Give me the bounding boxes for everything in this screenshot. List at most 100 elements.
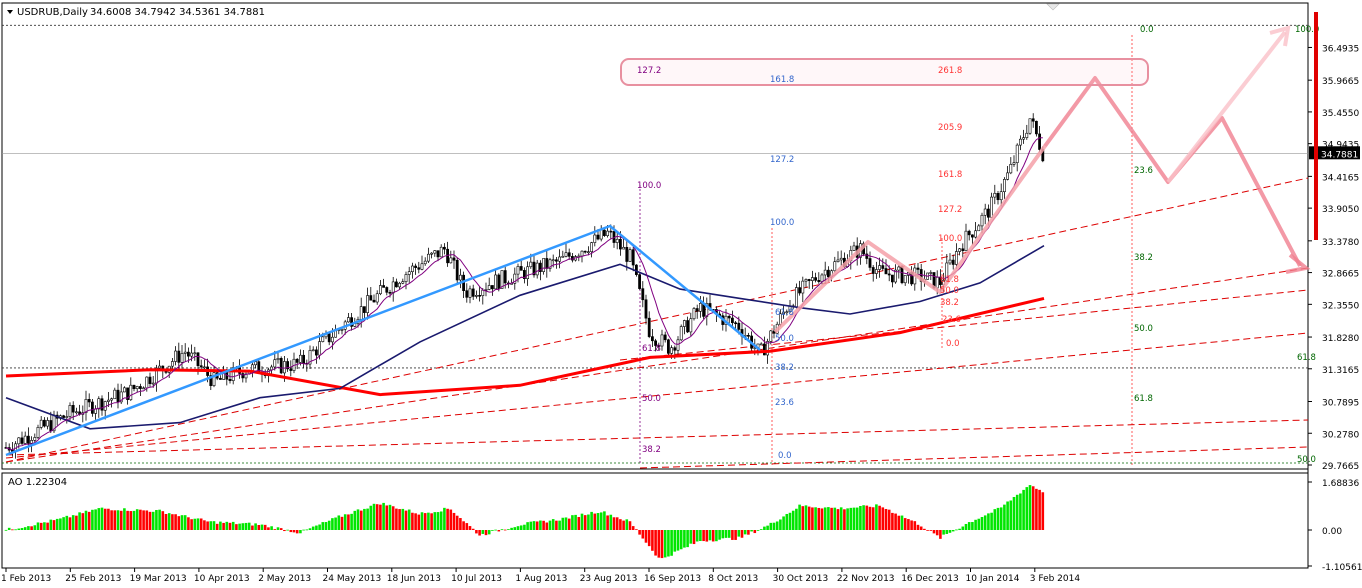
candle-body (279, 358, 283, 374)
ao-bar (311, 526, 315, 530)
ao-bar (993, 509, 997, 530)
candle-body (330, 336, 334, 343)
candle-body (49, 420, 53, 432)
candle-body (362, 306, 366, 313)
ao-bar (212, 521, 216, 530)
pattern-overlays (5, 25, 1311, 457)
candle-body (452, 257, 456, 261)
ao-bar (564, 517, 568, 530)
ao-bar (686, 530, 689, 548)
ao-bar (87, 511, 91, 530)
ao-bar (289, 530, 293, 533)
candle-body (900, 266, 904, 284)
candle-body (1002, 179, 1006, 193)
candle-body (1031, 118, 1035, 122)
projection-up-arrow-icon (1269, 25, 1291, 47)
ao-bar (1003, 504, 1006, 530)
candle-body (132, 384, 136, 390)
projection-up-line (1166, 30, 1287, 184)
candle-body (958, 248, 962, 252)
candle-body (593, 234, 597, 243)
ao-bar (990, 512, 993, 530)
ao-bar (244, 522, 248, 530)
candle-body (497, 274, 501, 289)
candle-body (628, 249, 632, 262)
fib-blue-label: 50.0 (775, 334, 794, 344)
one-click-corner-icon[interactable] (1046, 3, 1060, 11)
fib-purple-label: 100.0 (637, 181, 661, 191)
candle-body (759, 343, 763, 346)
main-pane[interactable] (1, 2, 1309, 470)
ao-bar (526, 522, 529, 530)
candle-body (228, 378, 232, 381)
ao-bar (446, 508, 449, 530)
ao-bar (958, 528, 961, 530)
ao-bar (542, 520, 545, 530)
candle-body (871, 267, 875, 274)
candle-body (193, 352, 197, 355)
ao-bar (468, 526, 472, 530)
price-tick-label: 30.2780 (1322, 430, 1359, 440)
ao-bar (865, 505, 869, 530)
ao-bar (932, 530, 936, 534)
candle-body (746, 335, 750, 337)
ao-bar (318, 524, 321, 530)
target-zone-box[interactable] (620, 58, 1149, 86)
candle-body (990, 196, 994, 218)
candle-body (916, 267, 920, 270)
ao-bar (363, 508, 366, 530)
candle-body (490, 285, 494, 290)
ao-bar (331, 518, 334, 530)
ao-bar (727, 530, 731, 538)
projection-arrow-icon (1285, 253, 1311, 274)
ao-bar (551, 519, 555, 530)
candle-body (865, 253, 869, 259)
candle-body (660, 334, 664, 347)
candle-body (321, 336, 325, 342)
candle-body (474, 295, 478, 297)
ao-bar (366, 508, 369, 530)
fib-green-label: 61.8 (1134, 394, 1153, 404)
ao-bar (833, 507, 837, 530)
trend-line (619, 289, 1309, 361)
ao-bar (36, 522, 40, 530)
symbol-label: USDRUB,Daily (17, 7, 88, 18)
candle-body (327, 333, 331, 343)
ao-bar (142, 510, 145, 530)
candle-body (638, 274, 642, 289)
dropdown-triangle-icon[interactable] (7, 10, 13, 14)
price-tick-label: 36.4935 (1322, 44, 1359, 54)
moving-averages (5, 137, 1045, 451)
candle-body (999, 191, 1003, 201)
ao-bar (423, 513, 427, 530)
ao-bar (555, 520, 558, 530)
ao-bar (484, 530, 488, 536)
ao-bar (839, 507, 843, 530)
candle-body (30, 440, 34, 444)
candle-body (494, 274, 498, 290)
indicator-tick-label: 1.68836 (1322, 479, 1359, 489)
candle-body (33, 437, 37, 441)
ao-bar (465, 523, 469, 530)
ao-bar (852, 507, 856, 530)
candle-body (903, 275, 907, 284)
ao-bar (945, 530, 949, 534)
ao-bar (235, 524, 238, 530)
candle-body (426, 253, 430, 262)
ao-bar (609, 514, 613, 530)
ao-bar (718, 530, 721, 540)
candle-body (350, 317, 354, 327)
candle-body (695, 308, 699, 312)
ao-bar (273, 529, 277, 530)
ao-bar (583, 515, 587, 530)
candle-body (369, 295, 373, 301)
candle-body (183, 351, 187, 354)
ao-bar (580, 513, 584, 530)
ao-bar (948, 530, 952, 533)
time-tick-label: 23 Aug 2013 (580, 574, 638, 584)
candle-body (375, 293, 379, 303)
ao-bar (276, 527, 280, 530)
ao-bar (807, 506, 811, 530)
ao-bar (302, 529, 305, 531)
